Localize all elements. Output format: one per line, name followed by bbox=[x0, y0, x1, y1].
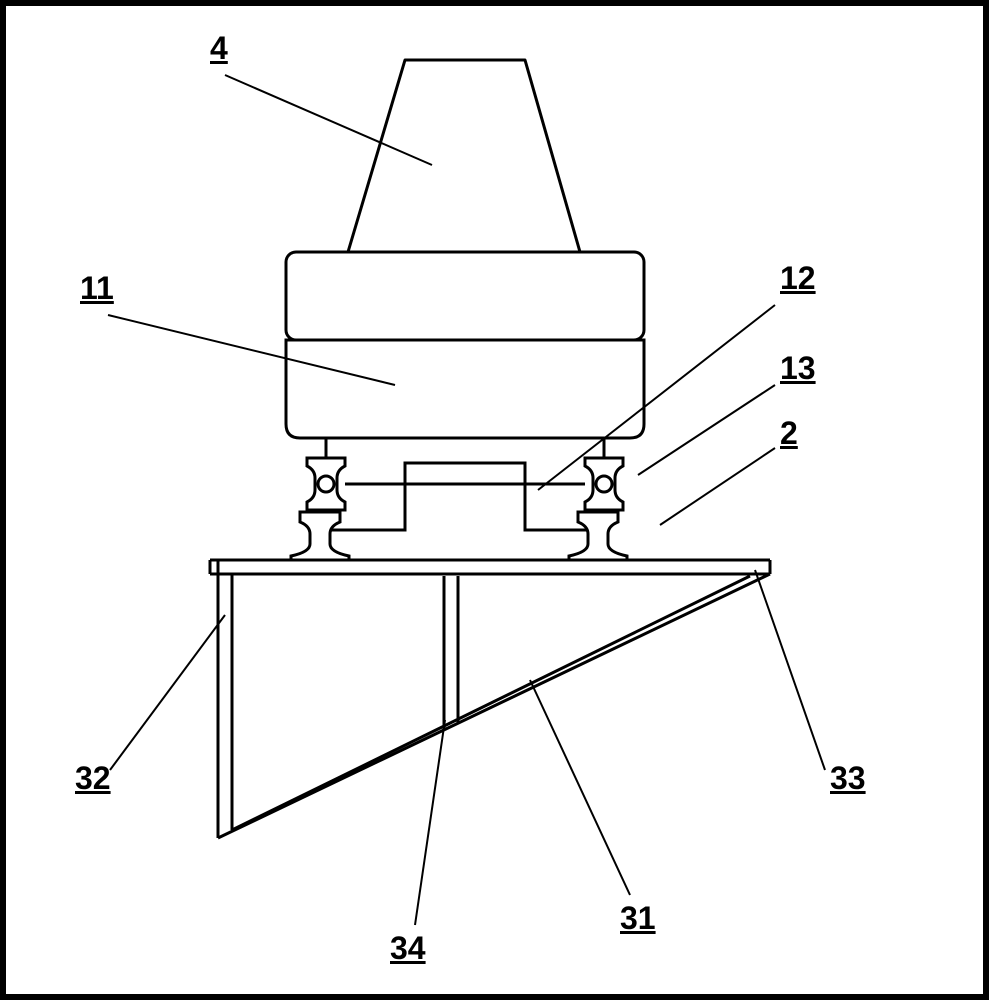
callout-label-13: 13 bbox=[780, 350, 816, 387]
diagram-canvas bbox=[0, 0, 989, 1000]
callout-label-31: 31 bbox=[620, 900, 656, 937]
callout-label-34: 34 bbox=[390, 930, 426, 967]
callout-label-12: 12 bbox=[780, 260, 816, 297]
callout-label-11: 11 bbox=[80, 270, 114, 307]
callout-label-33: 33 bbox=[830, 760, 866, 797]
callout-label-32: 32 bbox=[75, 760, 111, 797]
callout-label-4: 4 bbox=[210, 30, 228, 67]
callout-label-2: 2 bbox=[780, 415, 798, 452]
